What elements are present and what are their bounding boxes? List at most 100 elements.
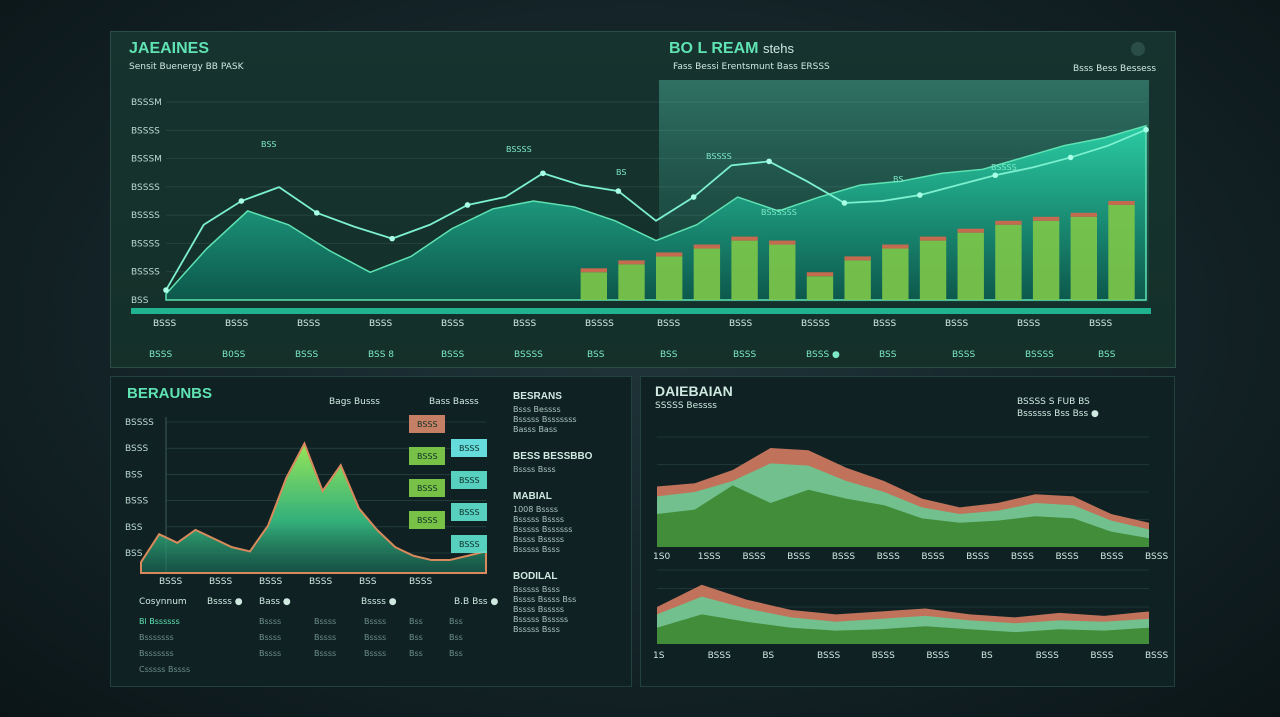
- bar-cap: [1032, 216, 1060, 221]
- bar: [731, 240, 758, 300]
- bottom-label: B0SS: [222, 350, 246, 360]
- x-tick-label: BSS: [359, 577, 377, 587]
- y-tick-label: BSSSS: [131, 239, 160, 249]
- bar: [919, 240, 947, 300]
- line-point: [540, 170, 546, 177]
- bottom-left-panel: BERAUNBS Bags Busss Bass Basss BSSSS BSSS…: [110, 376, 632, 687]
- x-tick-label: BSSS: [926, 651, 949, 661]
- bar-cap: [995, 220, 1022, 225]
- line-point: [464, 202, 471, 208]
- side-line: Bssss Bsssss: [513, 535, 565, 544]
- bottom-right-panel: DAIEBAIAN SSSSS Bessss BSSSS S FUB BS Bs…: [640, 376, 1175, 687]
- table-cell: Bssss: [364, 649, 387, 658]
- bar-label-box: [451, 439, 487, 457]
- bar: [995, 224, 1022, 300]
- x-tick-label: BSSS: [409, 577, 432, 587]
- table-cell: Bssss: [314, 649, 337, 658]
- panel-menu-dot[interactable]: [1131, 42, 1145, 56]
- point-label: BSSSS: [991, 163, 1017, 172]
- table-cell: Bsssssss: [139, 633, 174, 642]
- header-center-suffix: stehs: [762, 41, 795, 56]
- bar: [1108, 204, 1135, 300]
- bar-cap: [769, 240, 796, 245]
- bar-cap: [693, 244, 721, 249]
- bl-area-series: [140, 441, 487, 574]
- br-legend-text: BSSSS S FUB BS: [1017, 397, 1090, 407]
- main-panel-title: JAEAINES: [129, 40, 210, 57]
- x-tick-label: 1SSS: [698, 552, 721, 562]
- point-label: BSS: [261, 140, 277, 149]
- bottom-label: BSS: [660, 350, 678, 360]
- main-area-chart: BSSSM BSSSS BSSSM BSSSS BSSSS BSSSS BSSSS BSS BS…: [131, 80, 1151, 360]
- bar: [1032, 220, 1060, 300]
- y-tick-label: BSSSS: [131, 211, 160, 221]
- bar-label-box: [409, 511, 445, 529]
- bl-subtitle-2: Bass Basss: [429, 397, 479, 407]
- x-tick-label: BS: [762, 651, 774, 661]
- x-tick-label: BSSS: [787, 552, 810, 562]
- x-tick-label: BSSS: [513, 319, 536, 329]
- bar-label-text: BSSS: [459, 540, 480, 549]
- line-series: [165, 128, 1147, 291]
- point-label: BSSSSSS: [761, 208, 797, 217]
- y-tick-label: BSSSM: [131, 155, 162, 165]
- br-subtitle: SSSSS Bessss: [655, 401, 717, 411]
- side-heading: BESRANS: [513, 391, 562, 402]
- bar-label-text: BSSS: [417, 484, 438, 493]
- line-point: [163, 287, 169, 293]
- side-line: Bsssss Bsss: [513, 545, 560, 554]
- x-tick-label: BSSS: [1017, 319, 1040, 329]
- bar: [957, 232, 984, 300]
- x-tick-label: BSSS: [1036, 651, 1059, 661]
- x-tick-label: BSSS: [297, 319, 320, 329]
- bar-cap: [957, 228, 984, 233]
- bar-label-box: [451, 471, 487, 489]
- bottom-label: BSSSS: [1025, 350, 1054, 360]
- table-header-cell: Bssss ●: [361, 597, 397, 607]
- table-header-cell: Bass ●: [259, 597, 291, 607]
- line-point: [1067, 154, 1074, 161]
- x-tick-label: BSSS: [877, 552, 900, 562]
- main-chart-panel: JAEAINES Sensit Buenergy BB PASK BO L RE…: [110, 31, 1176, 368]
- x-tick-label: BSSS: [742, 552, 765, 562]
- x-tick-label: BSSS: [729, 319, 752, 329]
- line-point: [690, 194, 697, 200]
- br-chart-top: 1S0 1SSS BSSS BSSS BSSS BSSS BSSS BSSS BSSS BSSS B…: [653, 436, 1168, 562]
- table-cell: Bssss: [259, 649, 282, 658]
- main-panel-header-center: BO L REAM stehs: [669, 40, 794, 58]
- line-point: [1143, 126, 1149, 133]
- bottom-label: BSS: [879, 350, 897, 360]
- side-line: Bsss Bessss: [513, 405, 561, 414]
- bar-cap: [1070, 212, 1097, 217]
- table-cell: Bssss: [314, 617, 337, 626]
- bar: [882, 248, 909, 300]
- x-tick-label: BSSS: [921, 552, 944, 562]
- line-point: [615, 188, 622, 194]
- point-label: BSSSS: [506, 145, 532, 154]
- table-cell: Bl Bssssss: [139, 617, 180, 626]
- table-header-cell: Bssss ●: [207, 597, 243, 607]
- bottom-label: BSSS: [295, 350, 318, 360]
- bar: [693, 248, 721, 300]
- bar: [769, 244, 796, 300]
- x-tick-label: BSSS: [259, 577, 282, 587]
- bar: [656, 256, 683, 300]
- bottom-label: BSSS: [733, 350, 756, 360]
- layer-inner: [657, 614, 1149, 644]
- table-cell: Bss: [409, 617, 423, 626]
- y-tick-label: BSSSS: [131, 126, 160, 136]
- table-cell: Bssss: [259, 617, 282, 626]
- y-tick-label: BSSSS: [125, 418, 154, 428]
- x-tick-label: BSSS: [817, 651, 840, 661]
- x-tick-label: BSSS: [1145, 552, 1168, 562]
- line-point: [238, 198, 245, 204]
- side-line: Bssss Bsss: [513, 465, 556, 474]
- bar-label-text: BSSS: [417, 452, 438, 461]
- bar-label-box: [451, 503, 487, 521]
- br-chart-bottom: 1S BSSS BS BSSS BSSS BSSS BS BSSS BSSS BSSS: [653, 569, 1168, 661]
- bar-label-text: BSSS: [417, 516, 438, 525]
- x-tick-label: BSSS: [153, 319, 176, 329]
- point-label: BSSSS: [706, 152, 732, 161]
- y-tick-label: BSS: [131, 296, 149, 306]
- bar: [844, 260, 871, 300]
